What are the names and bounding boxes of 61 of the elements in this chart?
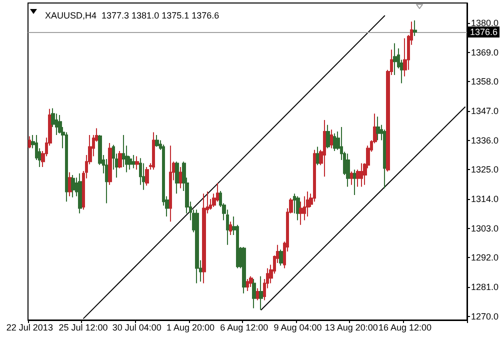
y-tick-label: 1369.0 xyxy=(471,47,499,58)
candlestick xyxy=(135,156,139,170)
candlestick xyxy=(330,129,333,149)
y-tick-label: 1325.0 xyxy=(471,164,499,175)
y-tick-label: 1303.0 xyxy=(471,223,499,234)
candlestick xyxy=(145,166,149,186)
candlestick xyxy=(202,193,206,284)
candlestick xyxy=(105,158,109,204)
y-tick-label: 1292.0 xyxy=(471,252,499,263)
candlestick xyxy=(175,161,179,194)
candlestick xyxy=(353,169,356,196)
candlestick xyxy=(256,288,259,301)
candlestick xyxy=(68,172,72,197)
y-tick-label: 1358.0 xyxy=(471,76,499,87)
candlestick xyxy=(376,116,380,141)
candlestick xyxy=(403,38,407,77)
candlestick xyxy=(413,20,417,37)
candlestick xyxy=(249,276,253,288)
candlestick xyxy=(28,136,31,149)
candlestick xyxy=(118,150,122,169)
x-tick-label: 22 Jul 2013 xyxy=(6,322,53,332)
candlestick xyxy=(252,278,256,309)
candlestick xyxy=(108,142,112,186)
candlestick xyxy=(323,120,326,178)
candlestick xyxy=(333,132,336,152)
x-tick-label: 16 Aug 12:00 xyxy=(378,322,432,332)
candlestick xyxy=(78,172,82,214)
x-tick-label: 6 Aug 12:00 xyxy=(220,322,268,332)
x-tick-label: 13 Aug 20:00 xyxy=(324,322,378,332)
candlestick xyxy=(152,132,155,170)
y-tick-label: 1270.0 xyxy=(471,311,499,322)
y-tick-label: 1347.0 xyxy=(471,106,499,116)
candlestick xyxy=(296,196,300,221)
candlestick xyxy=(71,174,75,198)
candlestick xyxy=(169,145,172,222)
candlestick xyxy=(303,196,306,221)
candlestick xyxy=(179,166,182,189)
candlestick xyxy=(195,209,199,284)
candlestick xyxy=(346,153,350,188)
candlestick xyxy=(259,276,263,310)
candlestick xyxy=(246,278,249,292)
x-tick-label: 25 Jul 12:00 xyxy=(58,322,108,332)
candlestick xyxy=(242,246,246,294)
ref-line-label: 1376.6 xyxy=(470,27,498,38)
candlestick xyxy=(229,221,232,236)
candlestick xyxy=(279,249,283,266)
candlestick xyxy=(360,162,363,188)
x-tick-label: 1 Aug 20:00 xyxy=(166,322,215,332)
candlestick xyxy=(326,124,330,149)
candlestick xyxy=(306,190,310,218)
y-tick-label: 1336.0 xyxy=(471,135,499,146)
candlestick xyxy=(393,42,397,76)
x-tick-label: 30 Jul 04:00 xyxy=(112,322,162,332)
candlestick xyxy=(132,154,135,169)
candlestick xyxy=(155,134,159,148)
text: XAUUSD,H4 1377.3 1381.0 1375.1 1376.6 xyxy=(45,10,220,20)
x-tick-label: 9 Aug 04:00 xyxy=(274,322,322,332)
y-tick-label: 1314.0 xyxy=(471,194,499,204)
y-tick-label: 1281.0 xyxy=(471,282,499,292)
candlestick xyxy=(350,171,353,186)
y-tick-label: 1380.0 xyxy=(471,18,499,28)
